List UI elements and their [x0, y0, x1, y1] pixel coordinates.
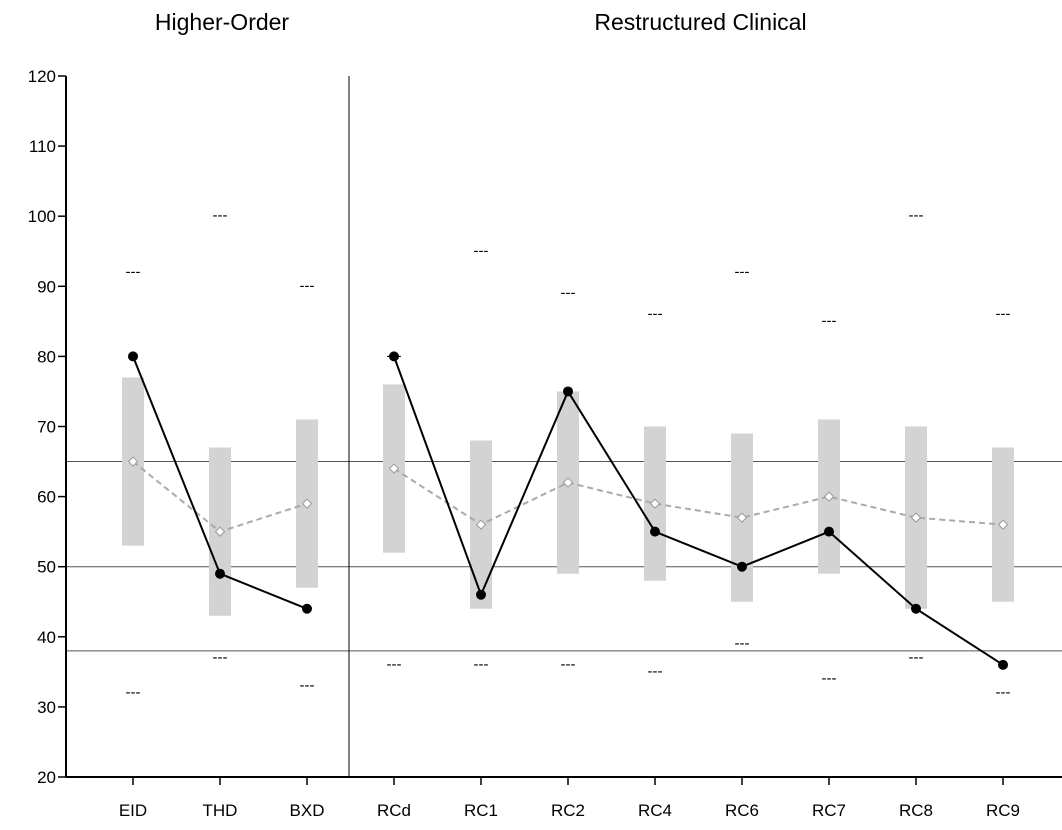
x-tick-label: RC6	[725, 801, 759, 820]
x-tick-label: RC4	[638, 801, 672, 820]
y-tick-label: 110	[29, 137, 56, 156]
solid-series-point	[737, 561, 747, 572]
y-tick-label: 70	[37, 418, 56, 437]
y-tick-label: 20	[37, 768, 56, 787]
labels-layer: 20 30 40 50 60 70 80 90 100 110 120 EID THD BXD RCd RC1…	[28, 9, 1020, 820]
dashed-series-layer	[127, 456, 1009, 537]
dashed-series-point	[823, 491, 835, 502]
solid-series-point	[302, 603, 312, 614]
dashed-series-line	[393, 467, 1004, 526]
group-title: Higher-Order	[155, 9, 290, 35]
x-tick-label: RC7	[812, 801, 846, 820]
x-tick-label: RC1	[464, 801, 498, 820]
upper-marker: ---	[996, 305, 1011, 322]
dashed-series-point	[649, 498, 661, 509]
x-tick-label: BXD	[290, 801, 325, 820]
upper-marker: ---	[213, 207, 228, 224]
y-tick-label: 30	[37, 698, 56, 717]
lower-marker: ---	[561, 656, 576, 673]
lower-marker: ---	[300, 677, 315, 694]
y-tick-label: 60	[37, 488, 56, 507]
lower-marker: ---	[909, 649, 924, 666]
solid-series-point	[824, 526, 834, 537]
x-tick-label: RC2	[551, 801, 585, 820]
solid-series-point	[215, 568, 225, 579]
markers-layer: --- --- --- --- --- --- --- --- --- --- --- --- --- -…	[126, 207, 1011, 701]
upper-marker: ---	[474, 242, 489, 259]
solid-series-point	[911, 603, 921, 614]
y-tick-label: 50	[37, 558, 56, 577]
solid-series-point	[128, 351, 138, 362]
x-tick-label: EID	[119, 801, 147, 820]
solid-series-layer	[128, 351, 1008, 670]
y-tick-label: 120	[28, 67, 56, 86]
solid-series-point	[650, 526, 660, 537]
x-tick-label: THD	[203, 801, 238, 820]
dashed-series-point	[475, 519, 487, 530]
lower-marker: ---	[387, 656, 402, 673]
x-tick-label: RC8	[899, 801, 933, 820]
dashed-series-point	[214, 526, 226, 537]
lower-marker: ---	[822, 670, 837, 687]
lower-marker: ---	[213, 649, 228, 666]
lower-marker: ---	[996, 684, 1011, 701]
lower-marker: ---	[126, 684, 141, 701]
lower-marker: ---	[474, 656, 489, 673]
solid-series-point	[563, 386, 573, 397]
solid-series-point	[389, 351, 399, 362]
dashed-series-point	[301, 498, 313, 509]
lower-marker: ---	[735, 635, 750, 652]
dashed-series-point	[736, 512, 748, 523]
dashed-series-point	[562, 477, 574, 488]
solid-series-line	[393, 356, 1004, 666]
y-tick-label: 90	[37, 277, 56, 296]
y-tick-label: 80	[37, 347, 56, 366]
solid-series-point	[476, 589, 486, 600]
upper-marker: ---	[735, 263, 750, 280]
x-tick-label: RCd	[377, 801, 411, 820]
group-title: Restructured Clinical	[594, 9, 806, 35]
lower-marker: ---	[648, 663, 663, 680]
dashed-series-point	[388, 463, 400, 474]
upper-marker: ---	[300, 277, 315, 294]
upper-marker: ---	[822, 312, 837, 329]
dashed-series-point	[127, 456, 139, 467]
upper-marker: ---	[126, 263, 141, 280]
dashed-series-point	[910, 512, 922, 523]
y-tick-label: 40	[37, 628, 56, 647]
y-tick-label: 100	[28, 207, 56, 226]
upper-marker: ---	[909, 207, 924, 224]
x-tick-label: RC9	[986, 801, 1020, 820]
upper-marker: ---	[648, 305, 663, 322]
upper-marker: ---	[561, 284, 576, 301]
range-bars-layer	[122, 377, 1014, 616]
solid-series-point	[998, 659, 1008, 670]
dashed-series-point	[997, 519, 1009, 530]
axes-layer	[58, 75, 1062, 785]
